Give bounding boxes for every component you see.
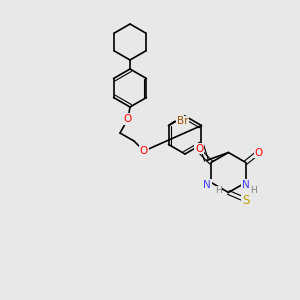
Text: N: N <box>203 179 211 190</box>
Text: O: O <box>124 114 132 124</box>
Text: S: S <box>242 194 249 207</box>
Text: O: O <box>255 148 263 158</box>
Text: O: O <box>140 146 148 156</box>
Text: N: N <box>242 179 250 190</box>
Text: H: H <box>215 186 221 195</box>
Text: O: O <box>195 143 203 154</box>
Text: Br: Br <box>177 116 188 127</box>
Text: H: H <box>250 186 257 195</box>
